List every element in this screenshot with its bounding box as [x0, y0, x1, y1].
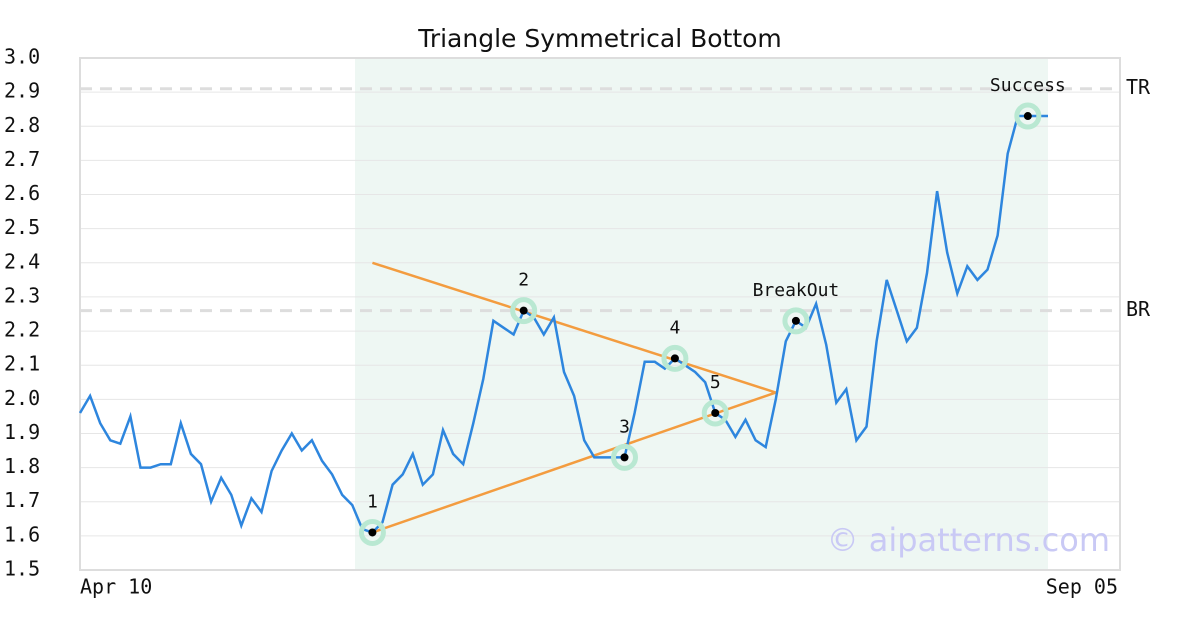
pivot-point: [620, 453, 629, 462]
watermark: © aipatterns.com: [827, 521, 1110, 559]
annotation-label: 1: [367, 491, 378, 512]
annotation-label: 2: [518, 270, 529, 291]
reference-label: TR: [1126, 75, 1151, 99]
pivot-halo: [611, 443, 638, 471]
pivot-halo: [358, 518, 386, 546]
y-tick-label: 3.0: [4, 45, 40, 69]
y-tick-label: 1.5: [4, 557, 40, 581]
plot-frame: [79, 57, 1121, 571]
y-tick-label: 2.4: [4, 249, 40, 273]
y-tick-label: 2.9: [4, 79, 40, 103]
y-tick-label: 2.6: [4, 181, 40, 205]
y-tick-label: 1.8: [4, 454, 40, 478]
x-tick-label: Sep 05: [1046, 575, 1118, 599]
y-tick-label: 2.7: [4, 147, 40, 171]
y-tick-label: 2.1: [4, 352, 40, 376]
pivot-point: [670, 354, 679, 363]
chart-title: Triangle Symmetrical Bottom: [417, 24, 782, 53]
pivot-point: [519, 306, 528, 315]
pivot-halo: [701, 399, 729, 427]
pivot-halo: [510, 297, 538, 325]
annotation-label: BreakOut: [753, 280, 840, 301]
y-tick-label: 1.6: [4, 522, 40, 546]
y-tick-label: 2.5: [4, 215, 40, 239]
annotation-label: 4: [669, 317, 680, 338]
price-line: [78, 114, 1048, 534]
pivot-halo: [1014, 102, 1042, 130]
pivot-halo: [661, 344, 689, 372]
trend-line: [372, 261, 777, 394]
y-tick-label: 2.0: [4, 386, 40, 410]
y-tick-label: 1.7: [4, 488, 40, 512]
y-tick-label: 2.2: [4, 318, 40, 342]
annotation-label: 3: [619, 416, 630, 437]
trend-line: [372, 391, 777, 534]
pivot-point: [368, 528, 377, 537]
reference-label: BR: [1126, 297, 1151, 321]
y-tick-label: 2.3: [4, 283, 40, 307]
y-tick-label: 2.8: [4, 113, 40, 137]
pivot-point: [791, 316, 800, 325]
pivot-point: [1023, 112, 1032, 121]
pattern-region: [355, 58, 1048, 570]
y-tick-label: 1.9: [4, 420, 40, 444]
x-tick-label: Apr 10: [80, 575, 152, 599]
annotation-label: 5: [710, 372, 721, 393]
annotation-label: Success: [990, 75, 1066, 96]
pivot-halo: [782, 307, 810, 335]
pivot-point: [711, 408, 720, 417]
